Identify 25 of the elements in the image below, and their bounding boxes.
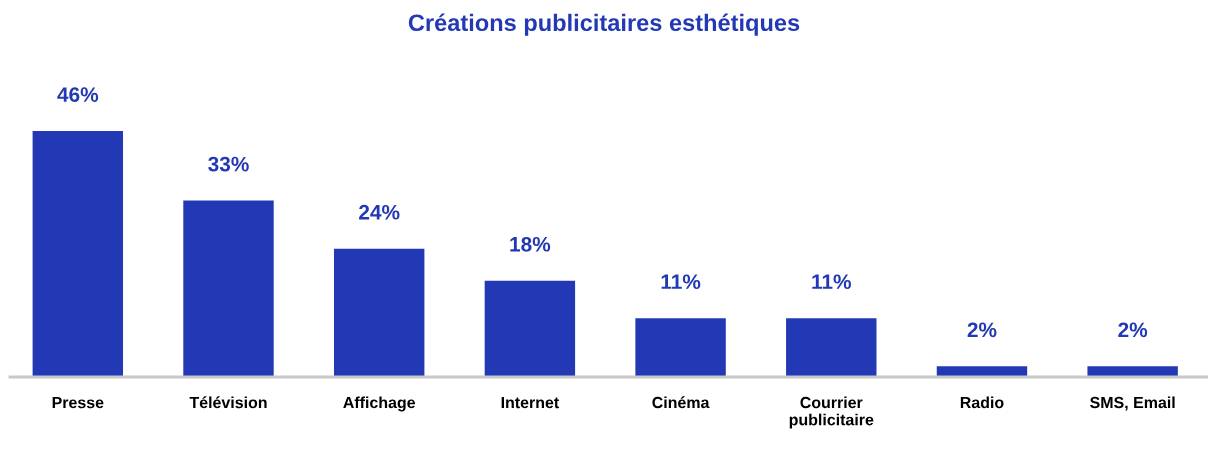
data-label: 18% bbox=[510, 236, 551, 252]
x-tick-label: Courrier publicitaire bbox=[789, 396, 874, 429]
bar bbox=[484, 280, 576, 377]
data-label: 24% bbox=[359, 204, 400, 220]
x-tick-label: Internet bbox=[501, 397, 559, 409]
data-label: 11% bbox=[812, 274, 851, 290]
x-tick-label: Affichage bbox=[343, 396, 416, 412]
data-label: 11% bbox=[661, 274, 701, 290]
data-label: 46% bbox=[57, 87, 99, 102]
x-tick-label: SMS, Email bbox=[1090, 396, 1175, 411]
data-label: 2% bbox=[967, 322, 997, 338]
bar bbox=[32, 131, 124, 377]
x-tick-label: Presse bbox=[52, 397, 104, 409]
x-tick-label: Cinéma bbox=[652, 396, 710, 409]
data-label: 2% bbox=[1118, 322, 1148, 338]
bar bbox=[1087, 366, 1178, 377]
bar bbox=[183, 200, 274, 377]
bar bbox=[786, 318, 877, 377]
x-tick-label: Radio bbox=[960, 396, 1004, 409]
bar bbox=[333, 248, 425, 377]
bar bbox=[936, 366, 1028, 377]
bar bbox=[635, 318, 726, 377]
data-label: 33% bbox=[208, 156, 249, 172]
chart-title: Créations publicitaires esthétiques bbox=[408, 13, 800, 36]
x-tick-label: Télévision bbox=[189, 396, 267, 409]
